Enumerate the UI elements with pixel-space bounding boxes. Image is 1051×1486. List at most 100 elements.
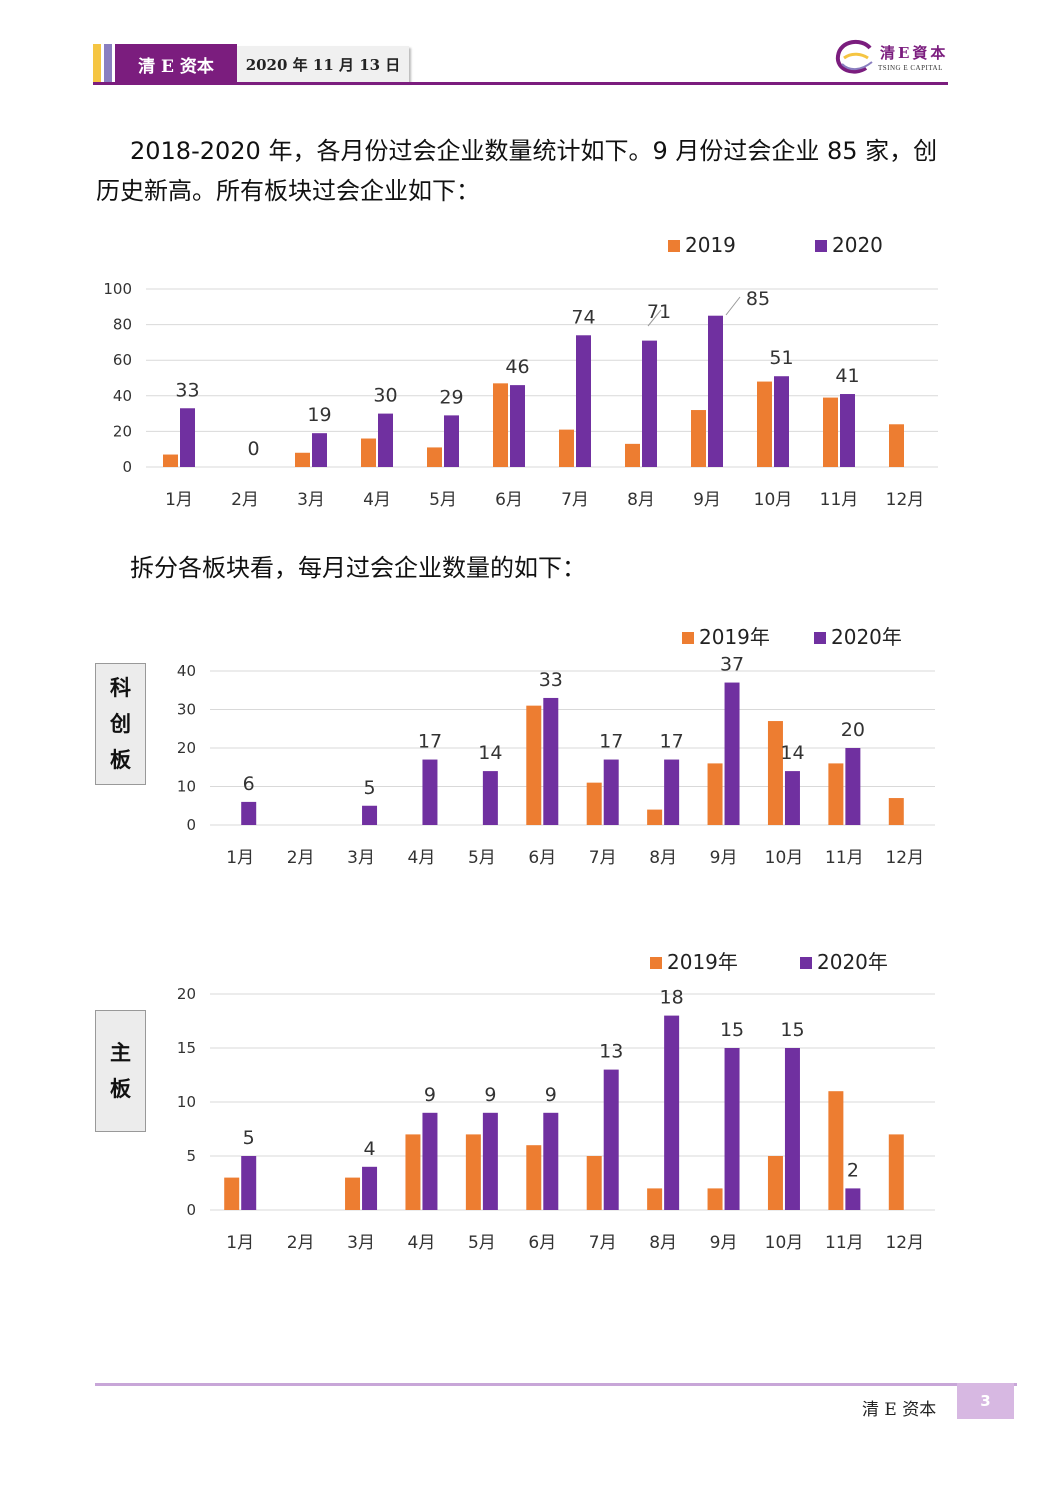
bar-series2 — [840, 394, 855, 467]
legend-label: 2020年 — [831, 625, 902, 649]
label-leader-line — [647, 309, 662, 327]
bar-series2 — [378, 413, 393, 467]
data-label: 14 — [780, 742, 804, 764]
bar-series2 — [543, 697, 559, 825]
chart-kcb: 0 10 20 30 40 2019年 2020年 1月 6 2月 3月 5 4月 17 5月 14 6月 33 7… — [177, 625, 935, 868]
legend-swatch — [668, 240, 680, 252]
data-label: 19 — [307, 404, 331, 426]
logo-emblem-icon — [835, 39, 873, 74]
bar-series2 — [422, 759, 438, 825]
page-number: 3 — [957, 1383, 1014, 1419]
header-accent-yellow — [93, 44, 101, 84]
data-label: 9 — [484, 1084, 496, 1106]
y-tick-label: 40 — [177, 662, 196, 680]
intro-text: 2018-2020 年，各月份过会企业数量统计如下。9 月份过会企业 85 家，… — [96, 137, 938, 205]
data-label: 20 — [841, 719, 865, 741]
bar-series1 — [295, 452, 310, 467]
bar-series2 — [312, 433, 327, 467]
legend-label: 2019年 — [699, 625, 770, 649]
bar-series1 — [691, 410, 706, 467]
y-tick-label: 60 — [113, 351, 132, 369]
legend-label: 2019年 — [667, 950, 738, 974]
legend-label: 2019 — [685, 233, 736, 257]
x-category-label: 5月 — [468, 1233, 496, 1253]
bar-series2 — [724, 682, 740, 825]
bar-series2 — [774, 376, 789, 467]
y-tick-label: 20 — [113, 422, 132, 440]
x-category-label: 8月 — [627, 490, 655, 510]
logo-text-en: TSING E CAPITAL — [878, 64, 943, 72]
bar-series1 — [647, 809, 663, 825]
bar-series1 — [427, 447, 442, 467]
bar-series2 — [362, 805, 378, 825]
y-tick-label: 0 — [186, 1201, 196, 1219]
y-tick-label: 40 — [113, 387, 132, 405]
data-label: 5 — [363, 777, 375, 799]
bar-series1 — [586, 782, 602, 825]
data-label: 5 — [243, 1127, 255, 1149]
y-tick-label: 5 — [186, 1147, 196, 1165]
bar-series2 — [362, 1166, 378, 1210]
bar-series1 — [465, 1134, 481, 1210]
x-category-label: 3月 — [297, 490, 325, 510]
chart-main-board: 0 5 10 15 20 2019年 2020年 1月 5 2月 3月 4 4月 9 5月 9 6月 9 7月 13 8… — [177, 950, 935, 1253]
data-label: 46 — [505, 356, 529, 378]
bar-series2 — [444, 415, 459, 467]
footer-rule — [95, 1383, 1017, 1386]
data-label: 33 — [175, 379, 199, 401]
legend-label: 2020年 — [817, 950, 888, 974]
label-leader-line — [725, 296, 741, 316]
data-label: 0 — [247, 438, 259, 460]
legend-swatch — [815, 240, 827, 252]
x-category-label: 4月 — [408, 1233, 436, 1253]
y-tick-label: 100 — [103, 280, 132, 298]
data-label: 33 — [539, 669, 563, 691]
data-label: 15 — [780, 1019, 804, 1041]
side-label-char: 主 — [110, 1041, 131, 1065]
bar-series1 — [559, 429, 574, 467]
split-paragraph: 拆分各板块看，每月过会企业数量的如下： — [130, 554, 586, 582]
x-category-label: 12月 — [886, 490, 925, 510]
bar-series2 — [845, 748, 861, 825]
bar-series2 — [241, 1156, 257, 1210]
bar-series1 — [361, 438, 376, 467]
header-brand: 清 E 资本 — [115, 44, 237, 84]
x-category-label: 4月 — [408, 848, 436, 868]
bar-series1 — [493, 383, 508, 467]
x-category-label: 9月 — [693, 490, 721, 510]
y-tick-label: 10 — [177, 1093, 196, 1111]
x-category-label: 10月 — [765, 848, 804, 868]
bar-series1 — [767, 721, 783, 825]
bar-series1 — [889, 424, 904, 467]
x-category-label: 11月 — [825, 1233, 864, 1253]
bar-series1 — [888, 798, 904, 825]
bar-series1 — [707, 1188, 723, 1210]
bar-series2 — [642, 340, 657, 467]
bar-series2 — [422, 1112, 438, 1210]
bar-series2 — [241, 801, 257, 825]
x-category-label: 9月 — [710, 848, 738, 868]
bar-series2 — [664, 759, 680, 825]
legend-swatch — [682, 632, 694, 644]
bar-series2 — [784, 1048, 800, 1210]
bar-series2 — [784, 771, 800, 825]
x-category-label: 1月 — [165, 490, 193, 510]
x-category-label: 12月 — [885, 848, 924, 868]
side-label-kcb: 科 创 板 — [95, 663, 146, 785]
bar-series1 — [586, 1156, 602, 1210]
y-tick-label: 0 — [122, 458, 132, 476]
bar-series1 — [828, 763, 844, 825]
data-label: 18 — [660, 987, 684, 1009]
bar-series1 — [707, 763, 723, 825]
side-label-char: 科 — [110, 676, 131, 700]
data-label: 29 — [439, 386, 463, 408]
side-label-char: 板 — [110, 748, 131, 772]
header-date: 2020 年 11 月 13 日 — [237, 46, 409, 82]
header-accent-lilac — [104, 44, 112, 84]
bar-series2 — [708, 315, 723, 467]
y-tick-label: 0 — [186, 816, 196, 834]
x-category-label: 6月 — [528, 1233, 556, 1253]
y-tick-label: 20 — [177, 739, 196, 757]
side-label-zb: 主 板 — [95, 1010, 146, 1132]
x-category-label: 12月 — [885, 1233, 924, 1253]
